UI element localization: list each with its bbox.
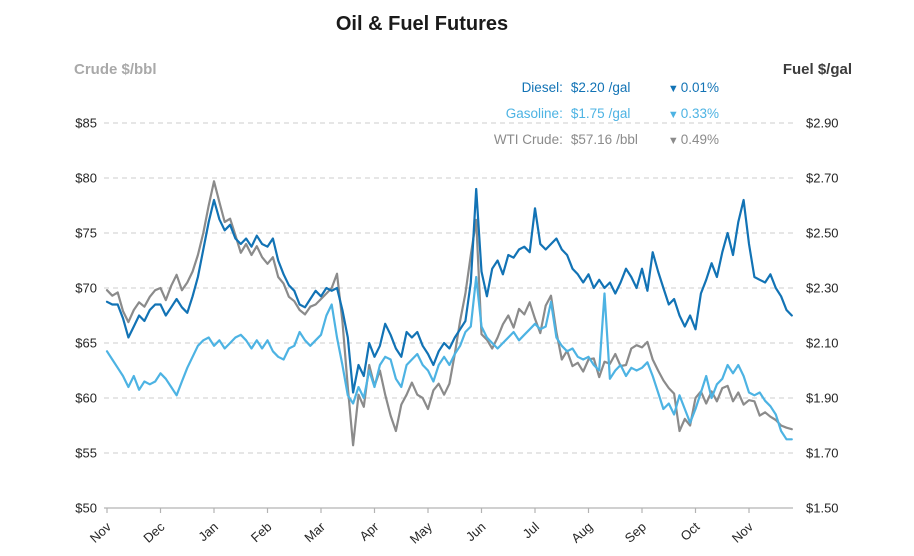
left-tick-label: $75 bbox=[75, 226, 97, 241]
legend-price: $2.20 bbox=[570, 80, 605, 95]
x-tick-label: Jan bbox=[195, 519, 221, 544]
legend-row-wti-crude[interactable]: WTI Crude: $57.16/bbl ▼ 0.49% bbox=[483, 131, 719, 150]
right-tick-label: $1.50 bbox=[806, 501, 839, 516]
series-line-diesel bbox=[105, 187, 793, 394]
legend-change: ▼ 0.49% bbox=[668, 131, 719, 150]
legend-unit: /gal bbox=[608, 106, 631, 121]
x-tick-label: May bbox=[407, 519, 436, 547]
left-tick-label: $55 bbox=[75, 446, 97, 461]
legend-change: ▼ 0.33% bbox=[668, 105, 719, 124]
x-tick-label: Nov bbox=[87, 519, 115, 546]
left-tick-label: $85 bbox=[75, 116, 97, 131]
left-axis-title: Crude $/bbl bbox=[74, 61, 157, 78]
left-tick-label: $70 bbox=[75, 281, 97, 296]
x-tick-label: Dec bbox=[140, 519, 168, 546]
chart-title: Oil & Fuel Futures bbox=[335, 13, 509, 35]
left-tick-label: $80 bbox=[75, 171, 97, 186]
left-tick-label: $65 bbox=[75, 336, 97, 351]
legend-price: $57.16 bbox=[570, 132, 613, 147]
legend-change-pct: 0.49% bbox=[680, 132, 719, 147]
x-tick-label: Feb bbox=[248, 519, 275, 545]
left-tick-label: $50 bbox=[75, 501, 97, 516]
down-triangle-icon: ▼ bbox=[667, 109, 679, 121]
right-axis-title: Fuel $/gal bbox=[782, 61, 852, 78]
right-tick-label: $2.90 bbox=[806, 116, 839, 131]
right-tick-label: $2.30 bbox=[806, 281, 839, 296]
legend-value: $1.75/gal bbox=[571, 105, 668, 122]
x-tick-label: Mar bbox=[301, 519, 328, 546]
left-tick-label: $60 bbox=[75, 391, 97, 406]
legend-label: Gasoline: bbox=[505, 106, 563, 121]
legend-change-pct: 0.33% bbox=[680, 106, 719, 121]
legend-change-pct: 0.01% bbox=[680, 80, 719, 95]
x-tick-label: Apr bbox=[356, 519, 382, 544]
right-tick-label: $1.90 bbox=[806, 391, 839, 406]
legend-label: WTI Crude: bbox=[493, 132, 563, 147]
legend-row-diesel[interactable]: Diesel: $2.20/gal ▼ 0.01% bbox=[483, 79, 719, 98]
legend-row-gasoline[interactable]: Gasoline: $1.75/gal ▼ 0.33% bbox=[483, 105, 719, 124]
right-tick-label: $2.50 bbox=[806, 226, 839, 241]
right-tick-label: $1.70 bbox=[806, 446, 839, 461]
legend-unit: /gal bbox=[608, 80, 631, 95]
x-tick-label: Aug bbox=[568, 519, 595, 546]
series-line-gasoline bbox=[105, 275, 793, 441]
x-tick-label: Nov bbox=[729, 519, 757, 546]
down-triangle-icon: ▼ bbox=[667, 135, 679, 147]
x-tick-label: Jul bbox=[520, 519, 542, 541]
x-tick-label: Sep bbox=[622, 519, 649, 546]
legend: Diesel: $2.20/gal ▼ 0.01% Gasoline: $1.75… bbox=[483, 79, 719, 157]
legend-unit: /bbl bbox=[616, 132, 638, 147]
down-triangle-icon: ▼ bbox=[667, 83, 679, 95]
legend-price: $1.75 bbox=[570, 106, 605, 121]
right-tick-label: $2.10 bbox=[806, 336, 839, 351]
legend-value: $57.16/bbl bbox=[571, 131, 668, 148]
legend-value: $2.20/gal bbox=[571, 79, 668, 96]
x-tick-label: Jun bbox=[463, 519, 489, 544]
legend-change: ▼ 0.01% bbox=[668, 79, 719, 98]
x-tick-label: Oct bbox=[677, 519, 702, 544]
right-tick-label: $2.70 bbox=[806, 171, 839, 186]
legend-label: Diesel: bbox=[521, 80, 563, 95]
series-line-wti-crude bbox=[105, 180, 793, 447]
